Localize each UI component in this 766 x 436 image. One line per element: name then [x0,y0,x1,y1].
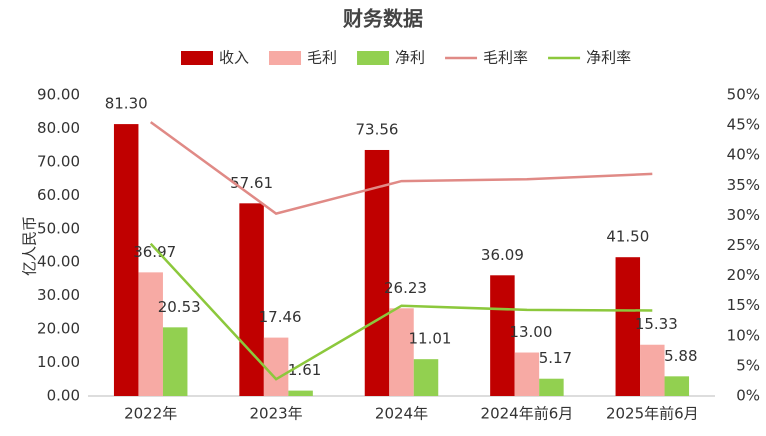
data-label: 36.97 [133,243,176,261]
y-axis-label: 亿人民币 [21,216,39,276]
bar [364,149,390,396]
y2-tick-label: 25% [727,236,760,254]
y-tick-label: 80.00 [37,119,80,137]
x-tick-label: 2025年前6月 [606,405,699,423]
y-tick-label: 0.00 [47,387,80,405]
y2-tick-label: 10% [727,326,760,344]
data-label: 1.61 [288,361,321,379]
y-tick-label: 30.00 [37,286,80,304]
y-tick-label: 10.00 [37,353,80,371]
y-tick-label: 60.00 [37,186,80,204]
legend-swatch [357,51,390,65]
x-tick-label: 2023年 [250,405,303,423]
chart-title: 财务数据 [343,7,423,31]
bar [239,203,264,396]
data-label: 5.88 [664,347,697,365]
bar [263,337,289,396]
y2-tick-label: 15% [727,296,760,314]
bar [288,390,313,396]
data-label: 41.50 [606,228,649,246]
legend-label: 毛利 [307,49,337,67]
legend-swatch [269,51,302,65]
legend-label: 净利率 [586,49,631,67]
legend-label: 净利 [395,49,425,67]
bar [389,308,414,396]
data-label: 15.33 [635,315,678,333]
legend-label: 收入 [219,49,249,67]
x-tick-label: 2024年前6月 [481,405,574,423]
bar [162,327,188,396]
y2-tick-label: 35% [727,176,760,194]
data-label: 26.23 [384,279,427,297]
data-label: 20.53 [158,298,201,316]
y2-tick-label: 0% [736,387,760,405]
data-label: 73.56 [356,120,399,138]
legend-label: 毛利率 [483,49,528,67]
bar [413,359,439,396]
data-label: 81.30 [105,95,148,113]
bar [113,124,139,396]
line [149,242,653,381]
y-tick-label: 20.00 [37,320,80,338]
bar [539,378,564,396]
data-label: 13.00 [509,323,552,341]
y-tick-label: 90.00 [37,86,80,104]
y2-tick-label: 5% [736,356,760,374]
bar [138,272,163,396]
data-label: 57.61 [230,174,273,192]
y2-tick-label: 50% [727,86,760,104]
bar [640,344,665,396]
data-label: 17.46 [259,308,302,326]
data-label: 5.17 [539,349,572,367]
line [149,121,653,215]
y2-tick-label: 40% [727,146,760,164]
data-label: 36.09 [481,246,524,264]
x-tick-label: 2024年 [375,405,428,423]
bar [615,257,641,396]
y2-tick-label: 45% [727,116,760,134]
y2-tick-label: 20% [727,266,760,284]
y-tick-label: 50.00 [37,219,80,237]
y-tick-label: 70.00 [37,152,80,170]
bar [664,376,690,396]
bar [490,275,515,396]
y-tick-label: 40.00 [37,253,80,271]
y2-tick-label: 30% [727,206,760,224]
data-label: 11.01 [409,330,452,348]
x-tick-label: 2022年 [124,405,177,423]
legend-swatch [181,51,213,65]
bar [514,352,540,396]
